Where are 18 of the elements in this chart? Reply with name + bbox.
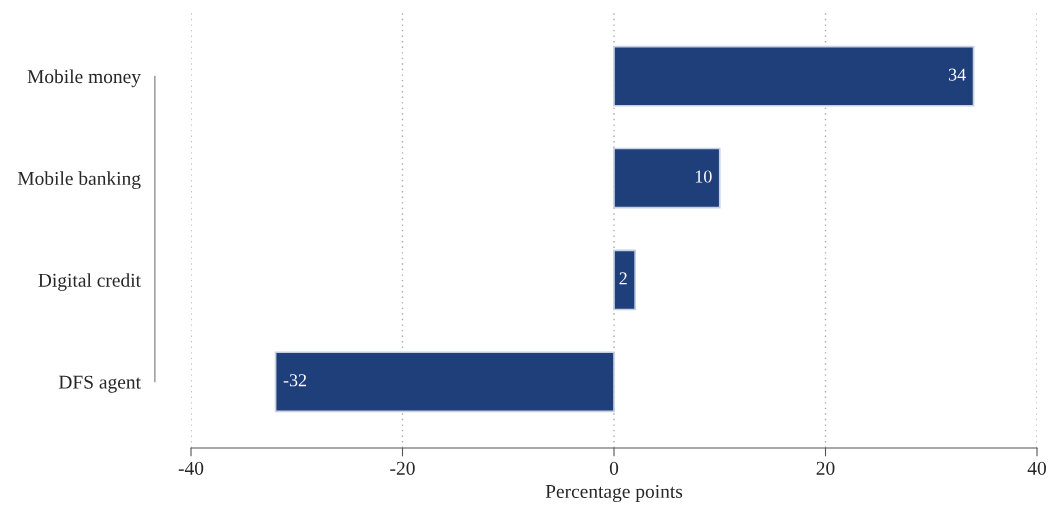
y-tick-label: DFS agent bbox=[58, 375, 141, 393]
y-tick-label: Digital credit bbox=[38, 273, 141, 291]
x-tick-label: -40 bbox=[178, 461, 204, 475]
x-tick-label: 20 bbox=[816, 461, 835, 475]
bar bbox=[613, 147, 721, 209]
y-tick-label: Mobile banking bbox=[17, 171, 141, 190]
data-label: 2 bbox=[619, 272, 627, 285]
bar bbox=[613, 45, 975, 107]
bar bbox=[274, 351, 615, 413]
x-tick-label: 40 bbox=[1027, 461, 1046, 475]
x-axis-title: Percentage points bbox=[545, 484, 683, 503]
data-label: 34 bbox=[948, 68, 966, 81]
data-label: -32 bbox=[283, 374, 307, 387]
x-tick-label: 0 bbox=[609, 461, 619, 475]
y-tick-label: Mobile money bbox=[27, 69, 141, 88]
bar bbox=[613, 249, 636, 311]
x-tick-label: -20 bbox=[390, 461, 415, 475]
data-label: 10 bbox=[695, 170, 712, 183]
